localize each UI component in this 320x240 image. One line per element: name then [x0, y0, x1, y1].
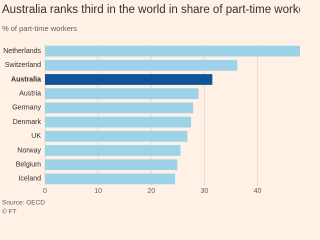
bar	[45, 159, 178, 171]
y-tick-label: Denmark	[13, 119, 42, 126]
y-tick-label: Belgium	[16, 162, 41, 169]
source: Source: OECD	[2, 200, 45, 207]
x-tick-label: 10	[94, 188, 102, 195]
y-tick-label: Australia	[11, 76, 41, 83]
y-tick-label: Iceland	[18, 176, 41, 183]
y-tick-label: UK	[31, 133, 41, 140]
bar	[45, 74, 213, 85]
bar	[45, 45, 300, 57]
y-tick-label: Netherlands	[3, 48, 41, 55]
bar	[45, 102, 194, 114]
x-tick-label: 20	[147, 188, 155, 195]
bar	[45, 59, 238, 71]
x-tick-label: 30	[200, 188, 208, 195]
y-tick-label: Switzerland	[5, 62, 41, 69]
credit: © FT	[2, 208, 17, 216]
chart-subtitle: % of part-time workers	[2, 24, 77, 33]
bar	[45, 145, 181, 156]
x-tick-label: 0	[43, 188, 47, 195]
bar	[45, 173, 176, 185]
y-tick-label: Norway	[17, 147, 41, 154]
y-tick-label: Germany	[12, 105, 41, 112]
chart: Australia ranks third in the world in sh…	[2, 4, 300, 216]
chart-title: Australia ranks third in the world in sh…	[2, 4, 300, 16]
bar	[45, 116, 192, 128]
bar	[45, 88, 199, 100]
bar	[45, 130, 188, 142]
x-tick-label: 40	[254, 188, 262, 195]
y-tick-label: Austria	[19, 91, 41, 98]
